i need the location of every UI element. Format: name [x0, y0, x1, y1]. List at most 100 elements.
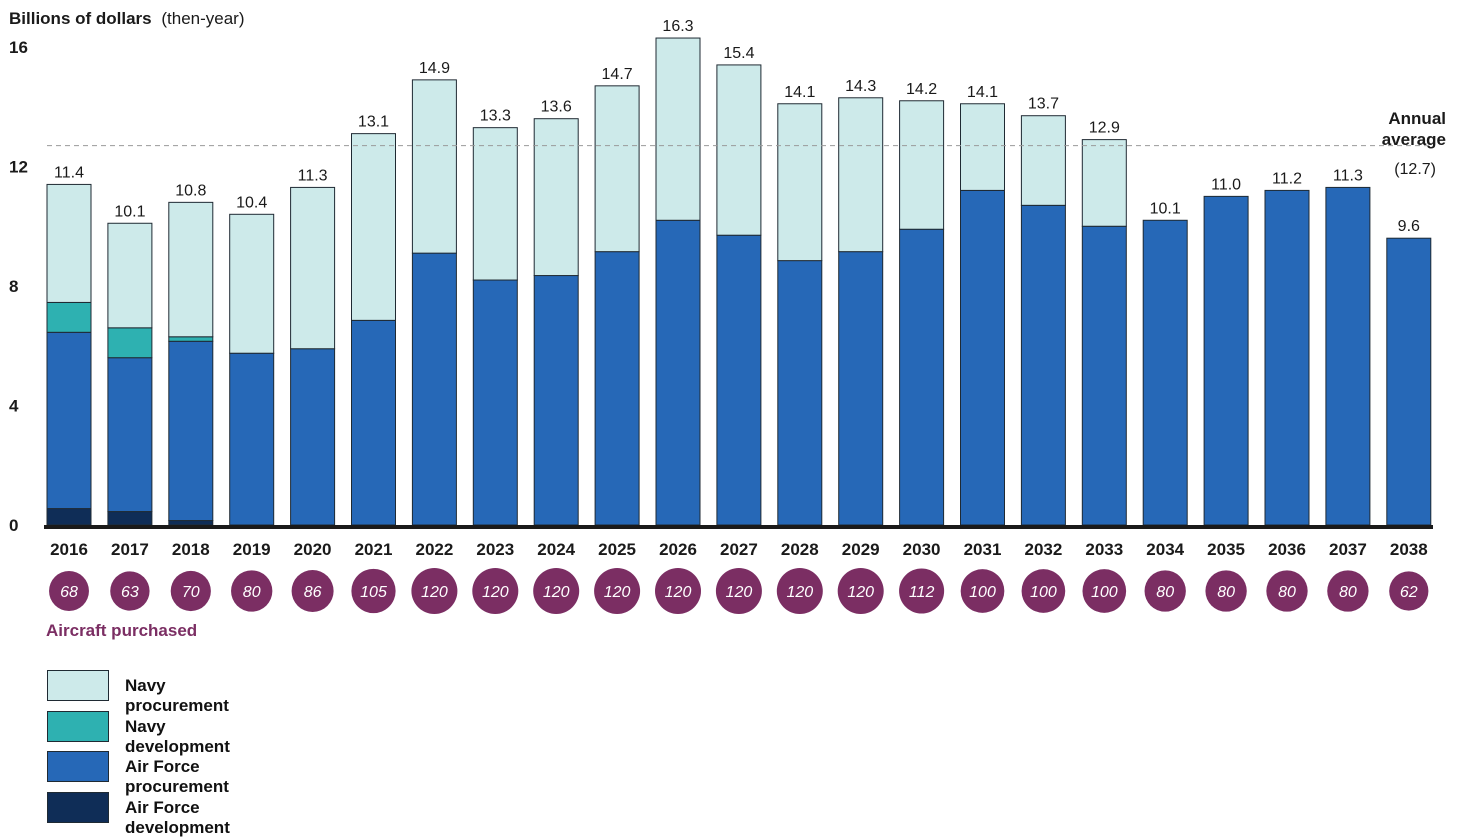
aircraft-count-label: 62 — [1400, 584, 1418, 601]
aircraft-count-circle — [1021, 569, 1066, 613]
x-tick-label: 2016 — [50, 540, 88, 559]
aircraft-count-label: 120 — [604, 584, 631, 601]
bar-segment-navy-procurement — [533, 118, 579, 277]
bar-segment-navy-procurement — [1020, 115, 1066, 206]
bar-segment-air-force-procurement — [168, 340, 214, 522]
aircraft-count-circle — [351, 568, 396, 614]
x-tick-label: 2037 — [1329, 540, 1367, 559]
aircraft-count-circle — [231, 570, 273, 612]
annual-average-value: (12.7) — [1394, 161, 1436, 178]
aircraft-count-circle — [1266, 570, 1308, 612]
total-value-label: 14.3 — [845, 78, 876, 95]
aircraft-count-label: 80 — [1339, 584, 1357, 601]
x-tick-label: 2018 — [172, 540, 210, 559]
total-value-label: 16.3 — [662, 18, 693, 35]
total-value-label: 13.6 — [541, 99, 572, 116]
y-tick-label: 4 — [9, 397, 19, 416]
x-tick-label: 2021 — [355, 540, 393, 559]
bar-segment-air-force-procurement — [472, 279, 518, 526]
legend-label: Air Force procurement — [125, 757, 229, 796]
aircraft-purchased-caption: Aircraft purchased — [46, 621, 198, 640]
y-tick-label: 16 — [9, 38, 28, 57]
bar-segment-navy-procurement — [351, 133, 396, 321]
aircraft-purchased-circles: 68 63 70 80 86 105 120 120 120 120 120 120 120 120 112… — [49, 568, 1429, 614]
x-tick-label: 2020 — [294, 540, 332, 559]
aircraft-count-label: 120 — [543, 584, 570, 601]
aircraft-count-label: 120 — [665, 584, 692, 601]
bar-segment-navy-procurement — [777, 103, 823, 262]
bar-segment-navy-development — [168, 336, 214, 342]
y-tick-label: 0 — [9, 516, 18, 535]
aircraft-count-label: 120 — [482, 584, 509, 601]
x-axis-tick-labels: 2016 2017 2018 2019 2020 2021 2022 2023 2024 2025… — [50, 540, 1428, 559]
total-value-label: 10.4 — [236, 194, 267, 211]
x-tick-label: 2023 — [476, 540, 514, 559]
x-tick-label: 2029 — [842, 540, 880, 559]
bar-segment-navy-procurement — [655, 37, 701, 221]
y-tick-label: 8 — [9, 277, 18, 296]
bar-segment-air-force-procurement — [838, 251, 884, 526]
total-value-label: 10.1 — [1150, 200, 1181, 217]
x-tick-label: 2031 — [964, 540, 1002, 559]
legend-label: Navy development — [125, 716, 230, 756]
x-tick-label: 2028 — [781, 540, 819, 559]
x-tick-label: 2033 — [1085, 540, 1123, 559]
bar-segment-air-force-development — [107, 511, 153, 526]
bar-segment-air-force-procurement — [1203, 195, 1249, 526]
aircraft-count-label: 100 — [1030, 584, 1057, 601]
bar-segment-air-force-procurement — [899, 228, 945, 526]
aircraft-count-label: 80 — [1156, 584, 1174, 601]
bar-segment-navy-procurement — [838, 97, 884, 253]
aircraft-count-label: 80 — [1217, 584, 1235, 601]
aircraft-count-circle — [170, 570, 211, 612]
bar-segment-air-force-procurement — [1081, 225, 1127, 526]
x-tick-label: 2027 — [720, 540, 758, 559]
total-value-label: 12.9 — [1089, 120, 1120, 137]
bar-segment-air-force-development — [168, 520, 214, 526]
x-tick-label: 2036 — [1268, 540, 1306, 559]
y-axis-title-suffix: (then-year) — [161, 9, 244, 28]
total-value-label: 11.4 — [54, 164, 84, 181]
aircraft-count-circle — [715, 568, 762, 614]
legend-label: Air Force development — [125, 797, 230, 837]
aircraft-count-label: 80 — [243, 584, 261, 601]
bar-segment-air-force-procurement — [351, 319, 396, 526]
x-tick-label: 2038 — [1390, 540, 1428, 559]
aircraft-count-circle — [411, 568, 458, 614]
bar-segment-navy-procurement — [46, 183, 92, 303]
total-value-label: 14.7 — [602, 66, 633, 83]
total-value-label: 13.3 — [480, 108, 511, 125]
x-tick-label: 2017 — [111, 540, 149, 559]
x-tick-label: 2032 — [1024, 540, 1062, 559]
bar-segment-navy-procurement — [168, 201, 214, 338]
aircraft-count-label: 80 — [1278, 584, 1296, 601]
bars-group — [46, 37, 1432, 526]
total-value-label: 11.3 — [298, 167, 328, 184]
total-value-label: 11.2 — [1272, 170, 1302, 187]
bar-segment-navy-procurement — [716, 64, 762, 236]
total-labels-group: 11.4 10.1 10.8 10.4 11.3 13.1 14.9 13.3 13.6 14.7… — [54, 18, 1420, 235]
total-value-label: 10.1 — [114, 203, 145, 220]
total-value-label: 10.8 — [175, 182, 206, 199]
bar-segment-navy-procurement — [229, 213, 275, 354]
aircraft-count-label: 100 — [1091, 584, 1118, 601]
bar-segment-air-force-procurement — [655, 219, 701, 526]
aircraft-count-label: 63 — [121, 584, 139, 601]
total-value-label: 14.9 — [419, 60, 450, 77]
aircraft-count-circle — [655, 568, 701, 614]
total-value-label: 11.0 — [1211, 176, 1241, 193]
annual-average-label: average — [1382, 130, 1446, 149]
bar-segment-air-force-procurement — [1325, 186, 1371, 526]
total-value-label: 13.1 — [358, 114, 389, 131]
bar-segment-air-force-procurement — [777, 260, 823, 526]
aircraft-count-label: 70 — [182, 584, 200, 601]
bar-segment-air-force-procurement — [1386, 237, 1432, 526]
aircraft-count-circle — [1205, 570, 1247, 612]
legend-swatch — [47, 791, 109, 823]
bar-segment-navy-procurement — [1081, 139, 1127, 227]
total-value-label: 15.4 — [723, 45, 754, 62]
aircraft-count-circle — [1082, 569, 1127, 613]
x-tick-label: 2025 — [598, 540, 636, 559]
aircraft-count-label: 112 — [909, 584, 935, 601]
